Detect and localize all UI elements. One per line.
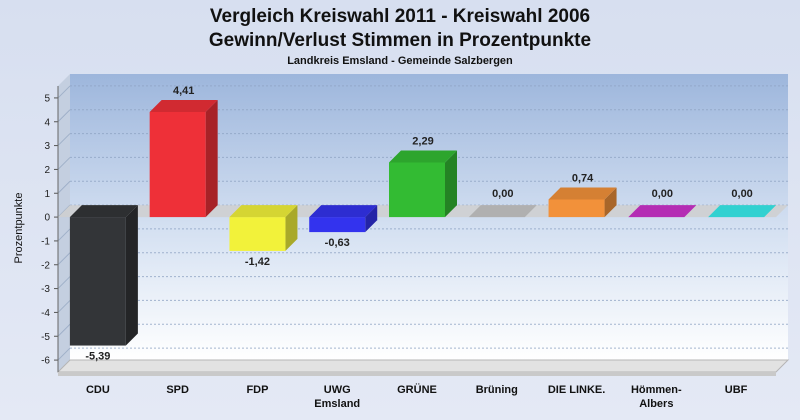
x-category-label: Albers — [639, 398, 673, 410]
bar-value-label: 0,00 — [492, 188, 513, 200]
x-category-label: CDU — [86, 384, 110, 396]
x-category-label: FDP — [246, 384, 268, 396]
bar-top — [628, 205, 697, 218]
bar-value-label: 0,00 — [731, 188, 752, 200]
y-axis-label: Prozentpunkte — [13, 193, 25, 264]
bar-side — [365, 205, 378, 233]
chart-subtitle: Landkreis Emsland - Gemeinde Salzbergen — [287, 55, 513, 67]
bar-front — [149, 111, 206, 218]
bar-top — [309, 205, 378, 218]
bar-side — [604, 187, 617, 218]
grid-line-side — [57, 300, 71, 313]
grid-line-side — [57, 228, 71, 242]
bar-top — [389, 150, 457, 163]
bar-side — [125, 205, 138, 346]
bar-top — [69, 205, 138, 218]
bar-top — [149, 99, 218, 112]
bar-top — [708, 205, 777, 218]
bar-top — [468, 205, 537, 218]
bar-3 — [309, 205, 378, 233]
y-tick-label: 0 — [44, 213, 50, 224]
bar-value-label: 4,41 — [173, 85, 194, 97]
y-tick-label: -1 — [41, 236, 50, 247]
bar-side — [445, 150, 457, 218]
x-category-label: Brüning — [476, 384, 518, 396]
grid-line-side — [57, 85, 71, 99]
x-category-label: Hömmen- — [631, 384, 682, 396]
y-tick-label: 4 — [44, 117, 50, 128]
y-tick-label: 1 — [44, 189, 50, 200]
y-tick-label: 2 — [44, 165, 50, 176]
y-tick-label: 5 — [44, 93, 50, 104]
x-category-label: GRÜNE — [397, 383, 437, 396]
plot-area: 5 4 3 2 1 0 -1 -2 -3 -4 -5 -6 -5,39 CDU 4,41 SPD -1,42 FD… — [41, 74, 790, 410]
bar-value-label: 0,00 — [652, 188, 673, 200]
grid-line-side — [57, 252, 71, 266]
y-tick-label: 3 — [44, 141, 50, 152]
bar-4 — [389, 150, 457, 218]
bar-6 — [548, 187, 617, 218]
bar-5 — [468, 205, 537, 218]
y-tick-label: -5 — [41, 332, 50, 343]
plot-floor — [56, 359, 790, 373]
bar-0 — [69, 205, 138, 346]
x-category-label: SPD — [166, 384, 189, 396]
bar-side — [285, 205, 298, 251]
bar-value-label: 0,74 — [572, 172, 594, 184]
grid-line-side — [57, 157, 71, 170]
x-category-label: Emsland — [314, 398, 360, 410]
bar-front — [229, 217, 286, 251]
bar-front — [69, 217, 126, 346]
y-tick-label: -2 — [41, 260, 50, 271]
y-tick-label: -6 — [41, 356, 50, 367]
bar-top — [548, 187, 617, 200]
bar-front — [389, 162, 445, 218]
bar-side — [205, 99, 218, 218]
chart-title-line2: Gewinn/Verlust Stimmen in Prozentpunkte — [209, 30, 591, 51]
bar-front — [548, 199, 605, 218]
x-category-label: DIE LINKE. — [548, 384, 605, 396]
grid-line-side — [57, 347, 71, 361]
y-tick-label: -4 — [41, 308, 50, 319]
bar-value-label: 2,29 — [412, 136, 433, 148]
grid-line-side — [57, 133, 71, 146]
y-tick-label: -3 — [41, 284, 50, 295]
bar-value-label: -1,42 — [245, 256, 270, 268]
x-category-label: UBF — [725, 384, 748, 396]
bar-top — [229, 205, 298, 218]
bar-8 — [708, 205, 777, 218]
bar-1 — [149, 99, 218, 218]
grid-line-side — [57, 180, 71, 194]
grid-line-side — [57, 323, 71, 337]
bar-7 — [628, 205, 697, 218]
bar-front — [309, 217, 366, 233]
chart-title-line1: Vergleich Kreiswahl 2011 - Kreiswahl 200… — [210, 6, 590, 27]
bar-value-label: -0,63 — [325, 237, 350, 249]
bar-2 — [229, 205, 298, 251]
bar-value-label: -5,39 — [85, 351, 110, 363]
x-category-label: UWG — [324, 384, 351, 396]
plot-floor-edge — [58, 372, 776, 376]
grid-line-side — [57, 276, 71, 289]
grid-line-side — [57, 109, 71, 123]
plot-side-wall — [58, 74, 70, 372]
